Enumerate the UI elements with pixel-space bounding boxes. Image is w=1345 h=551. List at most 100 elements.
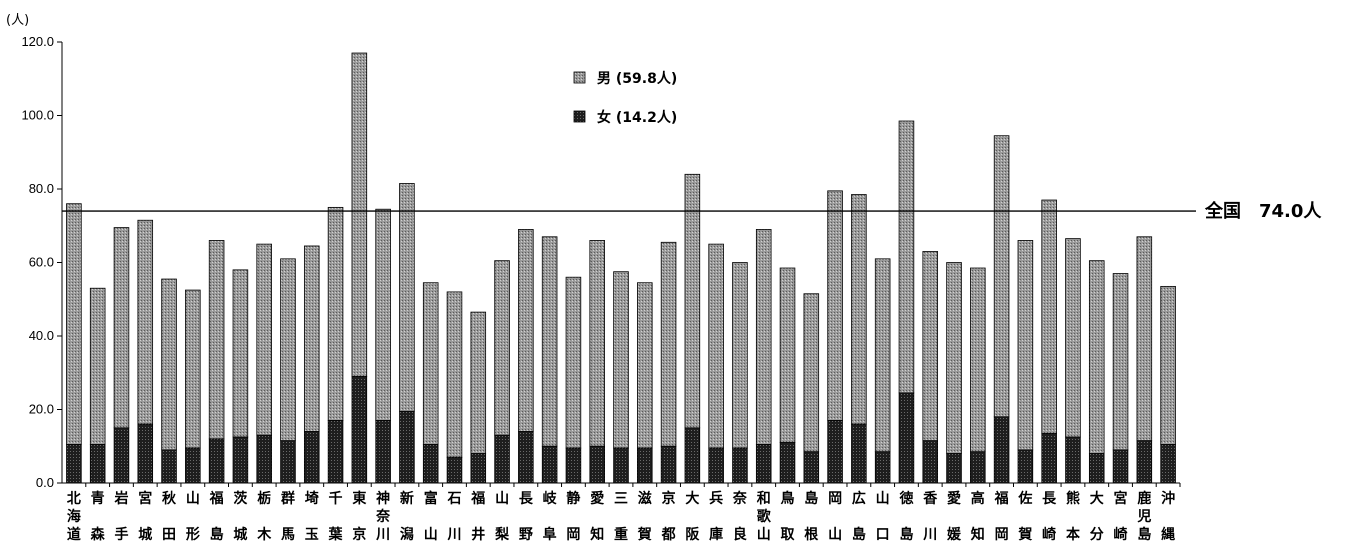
bar-female: [946, 453, 962, 484]
x-tick-label: 石川: [446, 491, 461, 543]
bar-male: [779, 267, 796, 443]
x-tick-label: 福井: [470, 490, 485, 543]
bar-male: [589, 240, 605, 447]
legend-swatch-female: [573, 110, 586, 123]
x-tick-label: 富山: [424, 490, 438, 543]
bar-male: [256, 243, 272, 436]
x-tick-label: 埼玉: [305, 490, 319, 543]
x-tick-label: 佐賀: [1017, 490, 1032, 543]
bar-male: [89, 287, 106, 445]
x-tick-label: 大分: [1090, 490, 1104, 543]
bar-male: [494, 260, 510, 436]
bar-male: [185, 289, 201, 449]
x-tick-label: 青森: [91, 490, 106, 543]
x-tick-label: 鹿児島: [1136, 490, 1151, 543]
bar-female: [1041, 432, 1057, 484]
bar-female: [922, 440, 939, 484]
x-tick-label: 和歌山: [757, 491, 772, 543]
bar-male: [137, 219, 154, 425]
bar-male: [851, 194, 867, 425]
bar-female: [137, 423, 154, 484]
y-tick-label: 120.0: [21, 34, 54, 49]
bar-female: [470, 453, 487, 484]
x-tick-label: 長崎: [1042, 491, 1057, 543]
bar-male: [970, 267, 986, 453]
bar-male: [303, 245, 320, 432]
national-average-label: 全国 74.0人: [1204, 200, 1322, 222]
bar-female: [993, 416, 1010, 484]
x-tick-label: 三重: [614, 491, 628, 543]
bar-male: [1017, 240, 1034, 451]
bar-female: [637, 447, 653, 484]
bar-female: [1017, 449, 1034, 484]
bar-male: [518, 229, 534, 432]
y-axis-unit: (人): [6, 13, 29, 28]
x-tick-label: 愛媛: [946, 490, 962, 543]
bar-male: [660, 241, 677, 447]
bar-female: [1065, 436, 1081, 484]
bar-female: [613, 447, 629, 484]
bar-male: [375, 208, 391, 421]
x-tick-label: 秋田: [162, 490, 177, 543]
x-tick-label: 徳島: [898, 490, 913, 543]
bar-male: [399, 183, 415, 412]
bar-male: [280, 258, 296, 442]
x-tick-label: 千葉: [328, 490, 344, 543]
x-tick-label: 岐阜: [543, 490, 558, 543]
bar-female: [256, 434, 272, 484]
x-tick-label: 山口: [876, 491, 890, 543]
bar-male: [1041, 199, 1057, 434]
x-tick-label: 岡山: [828, 491, 842, 543]
bar-female: [898, 392, 915, 484]
x-tick-label: 大阪: [685, 490, 700, 543]
bar-female: [708, 447, 724, 484]
bar-female: [755, 444, 772, 484]
bar-male: [803, 293, 820, 453]
bar-female: [565, 447, 582, 484]
bar-male: [66, 203, 82, 445]
bar-male: [684, 173, 701, 429]
bar-male: [1160, 285, 1176, 445]
bar-male: [351, 52, 368, 377]
bar-male: [327, 206, 344, 421]
bar-female: [1112, 449, 1129, 484]
x-tick-label: 京都: [661, 490, 676, 543]
bar-male: [613, 271, 629, 449]
x-tick-label: 茨城: [233, 490, 247, 543]
x-tick-label: 福島: [209, 490, 224, 543]
x-tick-label: 高知: [971, 490, 985, 543]
bar-male: [113, 227, 130, 429]
bar-female: [303, 431, 320, 484]
bar-male: [1088, 260, 1105, 455]
x-tick-label: 宮崎: [1114, 490, 1128, 543]
legend-swatch-male: [573, 71, 586, 84]
bar-female: [422, 444, 439, 484]
bar-female: [375, 420, 391, 484]
bar-female: [113, 427, 130, 484]
x-tick-label: 香川: [922, 490, 938, 543]
x-tick-label: 宮城: [138, 490, 152, 543]
bar-male: [993, 135, 1010, 418]
bar-male: [898, 120, 915, 394]
bar-female: [161, 449, 177, 484]
bar-male: [446, 291, 463, 458]
bar-female: [827, 420, 843, 484]
legend: 男 (59.8人) 女 (14.2人): [573, 70, 677, 126]
bar-female: [660, 445, 677, 484]
x-axis-labels: 北海道青森岩手宮城秋田山形福島茨城栃木群馬埼玉千葉東京神奈川新潟富山石川福井山梨…: [67, 483, 1181, 543]
x-tick-label: 群馬: [280, 490, 295, 543]
bar-female: [518, 431, 534, 484]
bar-male: [1112, 273, 1129, 451]
bar-female: [185, 447, 201, 484]
y-tick-label: 80.0: [29, 181, 54, 196]
bar-female: [66, 444, 82, 484]
bar-male: [565, 276, 582, 449]
y-tick-label: 60.0: [29, 255, 54, 270]
bar-female: [732, 447, 748, 484]
bar-female: [399, 410, 415, 484]
bar-female: [208, 438, 225, 484]
bar-female: [779, 442, 796, 484]
y-tick-label: 20.0: [29, 402, 54, 417]
bar-male: [755, 229, 772, 445]
y-tick-label: 0.0: [36, 475, 54, 490]
